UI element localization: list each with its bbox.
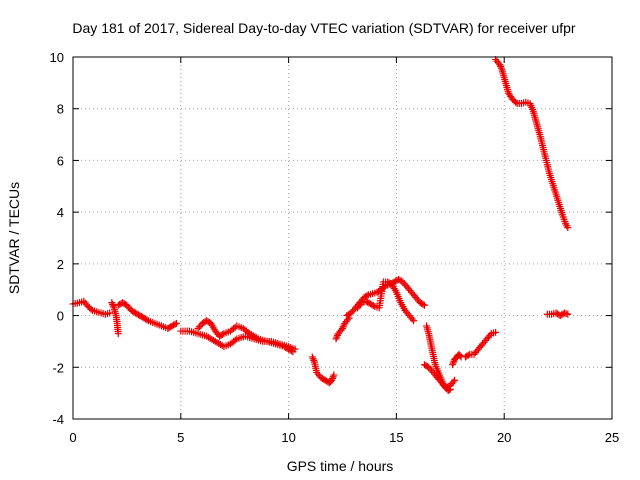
data-point xyxy=(464,351,472,359)
data-point xyxy=(448,361,456,369)
x-tick-label: 15 xyxy=(389,430,403,445)
x-tick-label: 20 xyxy=(497,430,511,445)
data-point xyxy=(330,371,338,379)
data-point xyxy=(456,352,464,360)
data-point xyxy=(172,319,180,327)
data-point xyxy=(218,331,226,339)
data-point xyxy=(497,64,505,72)
data-point xyxy=(287,347,295,355)
y-tick-label: 8 xyxy=(57,102,64,117)
y-tick-label: 0 xyxy=(57,309,64,324)
data-point xyxy=(449,359,457,367)
data-point xyxy=(339,325,346,332)
data-point xyxy=(369,302,377,310)
data-point xyxy=(420,301,428,309)
data-point xyxy=(497,62,505,70)
data-point xyxy=(339,323,347,331)
data-point xyxy=(289,348,297,356)
data-point xyxy=(561,309,569,317)
data-point xyxy=(451,376,459,384)
data-point xyxy=(564,310,572,318)
data-point xyxy=(363,292,371,300)
data-point xyxy=(332,335,340,343)
x-tick-label: 5 xyxy=(177,430,184,445)
data-point xyxy=(328,374,336,382)
data-point xyxy=(109,302,117,310)
data-points xyxy=(69,56,572,395)
data-point xyxy=(410,317,418,325)
data-point xyxy=(308,353,316,361)
y-tick-label: 6 xyxy=(57,153,64,168)
data-point xyxy=(171,320,179,328)
data-point xyxy=(356,300,364,308)
data-point xyxy=(512,98,520,106)
data-point xyxy=(253,334,261,342)
y-tick-label: -2 xyxy=(52,360,64,375)
data-point xyxy=(564,224,572,232)
plot-frame xyxy=(72,56,613,420)
data-point xyxy=(329,373,337,381)
data-point xyxy=(419,300,427,308)
data-point xyxy=(449,378,457,386)
data-point xyxy=(109,300,117,308)
axis-ticks: 0 5 10 15 20 25 -4 -2 0 2 4 6 8 10 xyxy=(50,50,620,445)
data-point xyxy=(408,315,416,323)
data-point xyxy=(310,356,318,364)
data-point xyxy=(87,305,95,313)
y-tick-label: 10 xyxy=(50,50,64,65)
data-point xyxy=(344,316,352,324)
data-point xyxy=(143,316,151,324)
data-point xyxy=(333,333,341,341)
data-point xyxy=(309,355,317,363)
grid xyxy=(73,57,612,419)
x-tick-label: 0 xyxy=(69,430,76,445)
y-tick-label: 4 xyxy=(57,205,64,220)
x-tick-label: 10 xyxy=(281,430,295,445)
data-point xyxy=(562,310,570,318)
x-axis-label: GPS time / hours xyxy=(287,458,394,474)
chart-title: Day 181 of 2017, Sidereal Day-to-day VTE… xyxy=(72,20,576,36)
y-axis-label: SDTVAR / TECUs xyxy=(6,182,22,294)
data-point xyxy=(106,309,114,317)
data-point xyxy=(496,61,504,69)
x-tick-label: 25 xyxy=(605,430,619,445)
data-point xyxy=(486,331,494,339)
data-point xyxy=(492,328,500,336)
data-point xyxy=(108,299,116,307)
y-tick-label: 2 xyxy=(57,257,64,272)
data-point xyxy=(328,376,336,384)
y-tick-label: -4 xyxy=(52,412,64,427)
data-point xyxy=(231,336,239,344)
data-point xyxy=(114,330,122,338)
